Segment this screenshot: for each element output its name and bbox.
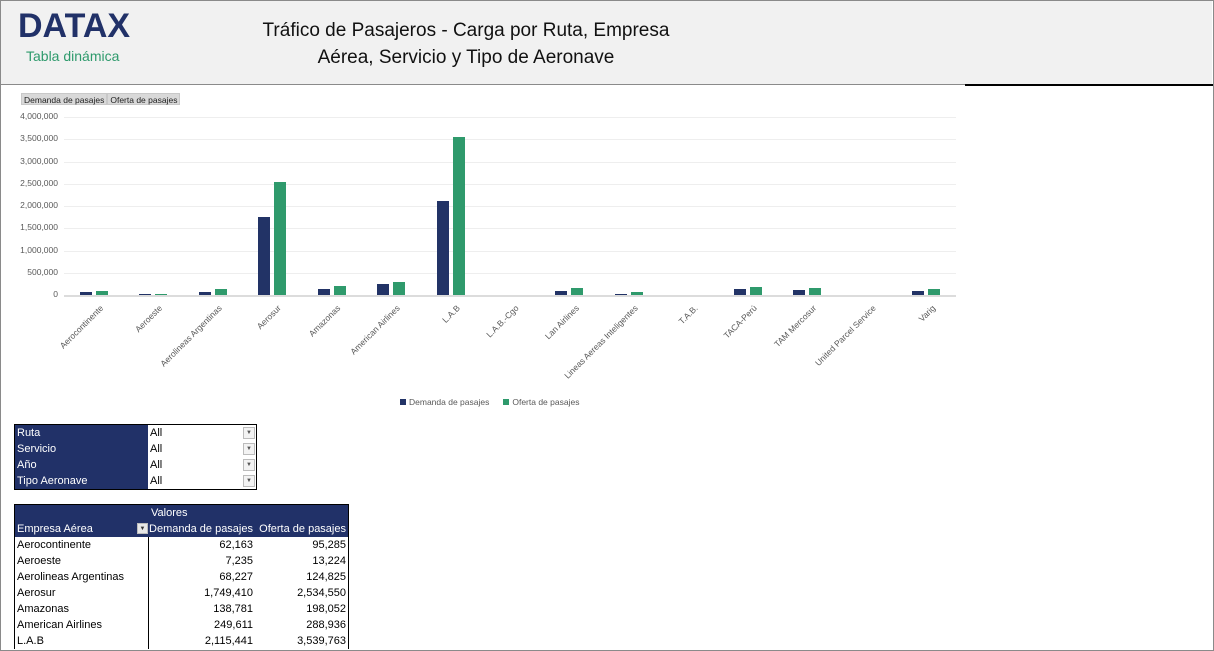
bar[interactable] <box>79 292 92 295</box>
field-button-offer[interactable]: Oferta de pasajes <box>107 93 181 105</box>
subtitle: Tabla dinámica <box>26 48 120 64</box>
pivot-body: Aerocontinente 62,163 95,285 Aeroeste 7,235 1… <box>15 537 348 649</box>
x-tick-label: American Airlines <box>348 303 403 357</box>
gridline <box>64 250 956 252</box>
legend-item-offer: Oferta de pasajes <box>503 397 579 407</box>
pivot-chart[interactable]: 4,000,000 3,500,000 3,000,000 2,500,000 2,00… <box>0 105 965 415</box>
bar[interactable] <box>733 289 746 295</box>
datax-logo: DATAX <box>18 7 131 45</box>
bar[interactable] <box>393 282 406 295</box>
filter-servicio: Servicio All ▼ <box>15 441 256 457</box>
x-tick-label: T.A.B. <box>676 303 700 327</box>
y-tick-label: 4,000,000 <box>20 111 58 121</box>
x-tick-label: Lan Airlines <box>542 303 581 342</box>
page-title: Tráfico de Pasajeros - Carga por Ruta, E… <box>262 20 670 68</box>
y-tick-label: 1,500,000 <box>20 222 58 233</box>
bar[interactable] <box>809 288 822 295</box>
x-tick-label: TACA-Perú <box>721 303 759 341</box>
x-tick-label: L.A.B <box>439 303 462 325</box>
dropdown-arrow-icon[interactable]: ▼ <box>243 443 255 455</box>
table-row[interactable]: L.A.B 2,115,441 3,539,763 <box>17 633 346 649</box>
header-banner: DATAX Tabla dinámica Tráfico de Pasajero… <box>1 1 1212 85</box>
bar[interactable] <box>155 294 168 295</box>
y-tick-label: 500,000 <box>27 266 58 277</box>
dropdown-arrow-icon[interactable]: ▼ <box>243 475 255 487</box>
bar[interactable] <box>630 291 643 295</box>
filter-dropdown-icon[interactable]: ▼ <box>137 523 148 534</box>
bar[interactable] <box>139 294 152 295</box>
x-tick-label: Aerolineas Argentinas <box>158 303 224 369</box>
x-tick-label: United Parcel Service <box>813 303 878 368</box>
gridline <box>64 295 956 297</box>
bar[interactable] <box>614 293 627 295</box>
y-tick-label: 1,000,000 <box>20 244 58 255</box>
chart-legend: Demanda de pasajes Oferta de pasajes <box>400 397 579 407</box>
row-header: Empresa Aérea ▼ <box>15 521 149 537</box>
y-tick-label: 3,500,000 <box>20 133 58 144</box>
pivot-table: Valores Empresa Aérea ▼ Demanda de pasaje… <box>14 504 349 649</box>
x-tick-label: Aeroeste <box>133 303 165 335</box>
bar[interactable] <box>317 288 330 295</box>
x-tick-label: Amazonas <box>307 303 343 339</box>
gridline <box>64 183 956 185</box>
bar[interactable] <box>571 288 584 295</box>
divider <box>965 84 1213 86</box>
gridline <box>64 161 956 163</box>
gridline <box>64 272 956 274</box>
table-row[interactable]: Aerosur 1,749,410 2,534,550 <box>17 585 346 601</box>
dropdown-arrow-icon[interactable]: ▼ <box>243 427 255 439</box>
bar[interactable] <box>436 200 449 295</box>
legend-swatch-icon <box>400 399 406 405</box>
bar[interactable] <box>912 290 925 295</box>
bar[interactable] <box>452 137 465 295</box>
bar[interactable] <box>555 291 568 295</box>
legend-item-demand: Demanda de pasajes <box>400 397 489 407</box>
pivot-header: Valores Empresa Aérea ▼ Demanda de pasaje… <box>15 505 348 537</box>
bar[interactable] <box>258 217 271 295</box>
x-tick-label: Aerocontinente <box>57 303 105 351</box>
table-row[interactable]: American Airlines 249,611 288,936 <box>17 617 346 633</box>
y-tick-label: 2,500,000 <box>20 177 58 188</box>
bar[interactable] <box>333 286 346 295</box>
bar[interactable] <box>377 283 390 295</box>
dropdown-arrow-icon[interactable]: ▼ <box>243 459 255 471</box>
legend-swatch-icon <box>503 399 510 405</box>
table-row[interactable]: Aerocontinente 62,163 95,285 <box>17 537 346 553</box>
gridline <box>64 228 956 230</box>
filter-ruta: Ruta All ▼ <box>15 425 256 441</box>
table-row[interactable]: Aerolineas Argentinas 68,227 124,825 <box>17 569 346 585</box>
x-tick-label: L.A.B.-Cgo <box>484 303 522 340</box>
report-filters: Ruta All ▼ Servicio All ▼ Año All ▼ Tipo Ae… <box>14 424 257 490</box>
bar[interactable] <box>95 290 108 295</box>
table-row[interactable]: Aeroeste 7,235 13,224 <box>17 553 346 569</box>
x-tick-label: Varig <box>916 303 938 324</box>
bar[interactable] <box>749 287 762 295</box>
bar[interactable] <box>274 182 287 295</box>
y-tick-label: 2,000,000 <box>20 200 58 210</box>
bar[interactable] <box>214 289 227 295</box>
bar[interactable] <box>928 289 941 295</box>
gridline <box>64 139 956 141</box>
filter-tipo-aeronave: Tipo Aeronave All ▼ <box>15 473 256 489</box>
x-tick-label: TAM Mercosur <box>772 303 819 350</box>
table-row[interactable]: Amazonas 138,781 198,052 <box>17 601 346 617</box>
y-tick-label: 3,000,000 <box>20 155 58 166</box>
bar[interactable] <box>198 291 211 295</box>
x-tick-label: Aerosur <box>255 303 284 332</box>
filter-ano: Año All ▼ <box>15 457 256 473</box>
y-tick-label: 0 <box>53 289 58 299</box>
gridline <box>64 117 956 118</box>
gridline <box>64 206 956 207</box>
bar[interactable] <box>793 290 806 295</box>
field-button-demand[interactable]: Demanda de pasajes <box>21 93 108 105</box>
chart-field-buttons: Demanda de pasajes Oferta de pasajes <box>21 93 181 105</box>
